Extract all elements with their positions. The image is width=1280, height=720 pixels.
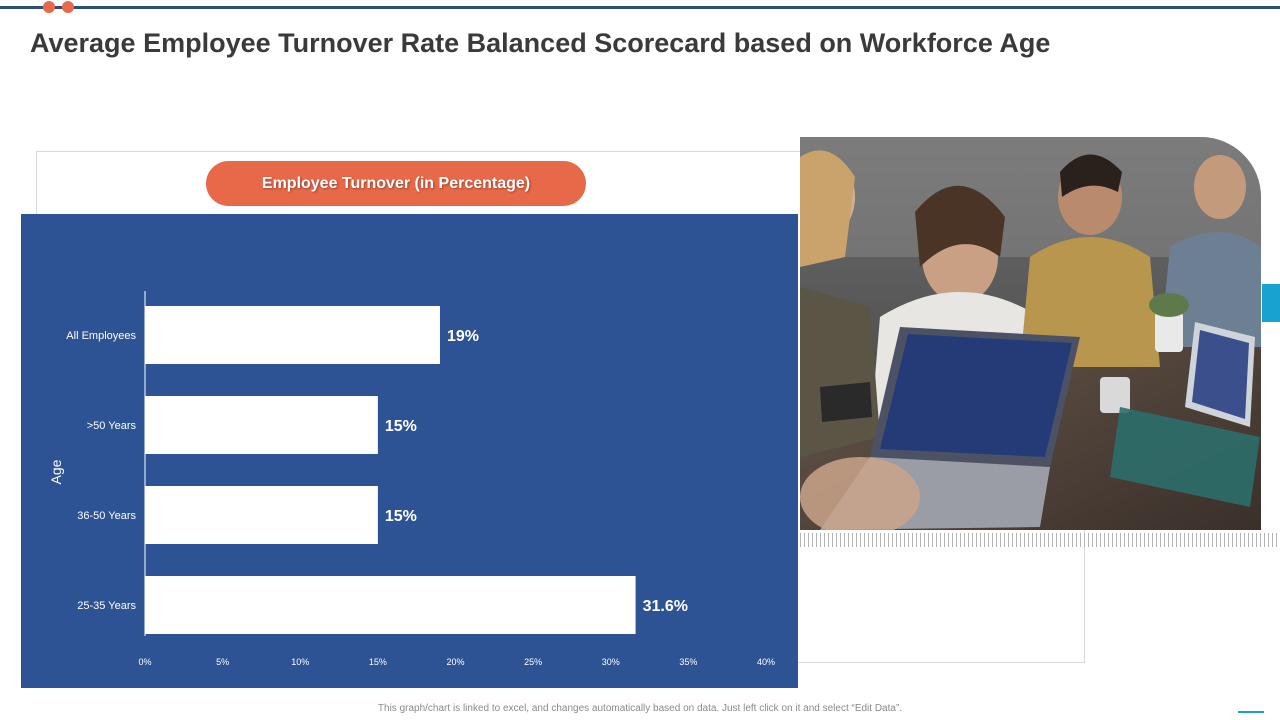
- chart-header-pill: Employee Turnover (in Percentage): [206, 161, 586, 206]
- category-label: 25-35 Years: [77, 600, 136, 612]
- x-tick-label: 40%: [757, 657, 775, 667]
- category-label: All Employees: [66, 330, 136, 342]
- decorative-ruler: [800, 533, 1278, 547]
- corner-accent: [1238, 711, 1264, 713]
- x-tick-label: 35%: [679, 657, 697, 667]
- bar: [145, 306, 440, 364]
- x-tick-label: 0%: [138, 657, 151, 667]
- bar-chart-panel[interactable]: All Employees 19% >50 Years 15% 36-50 Years 1…: [21, 214, 798, 688]
- top-rule: [0, 6, 1280, 9]
- x-tick-label: 30%: [602, 657, 620, 667]
- side-accent-tab: [1262, 284, 1280, 322]
- page-title: Average Employee Turnover Rate Balanced …: [30, 28, 1051, 58]
- decor-dot: [62, 1, 74, 13]
- y-axis-title: Age: [48, 459, 64, 484]
- decor-dot: [43, 1, 55, 13]
- data-label: 15%: [385, 418, 417, 435]
- meeting-photo-illustration: [800, 137, 1261, 530]
- bar: [145, 576, 636, 634]
- x-tick-label: 25%: [524, 657, 542, 667]
- bar-chart[interactable]: All Employees 19% >50 Years 15% 36-50 Years 1…: [21, 214, 798, 688]
- data-label: 15%: [385, 508, 417, 525]
- category-label: 36-50 Years: [77, 510, 136, 522]
- bar: [145, 486, 378, 544]
- data-label: 31.6%: [643, 598, 688, 615]
- x-tick-label: 10%: [291, 657, 309, 667]
- footnote: This graph/chart is linked to excel, and…: [377, 703, 903, 714]
- x-tick-label: 5%: [216, 657, 229, 667]
- x-tick-label: 15%: [369, 657, 387, 667]
- x-tick-label: 20%: [446, 657, 464, 667]
- meeting-photo: [800, 137, 1261, 530]
- data-label: 19%: [447, 328, 479, 345]
- category-label: >50 Years: [87, 420, 137, 432]
- bar: [145, 396, 378, 454]
